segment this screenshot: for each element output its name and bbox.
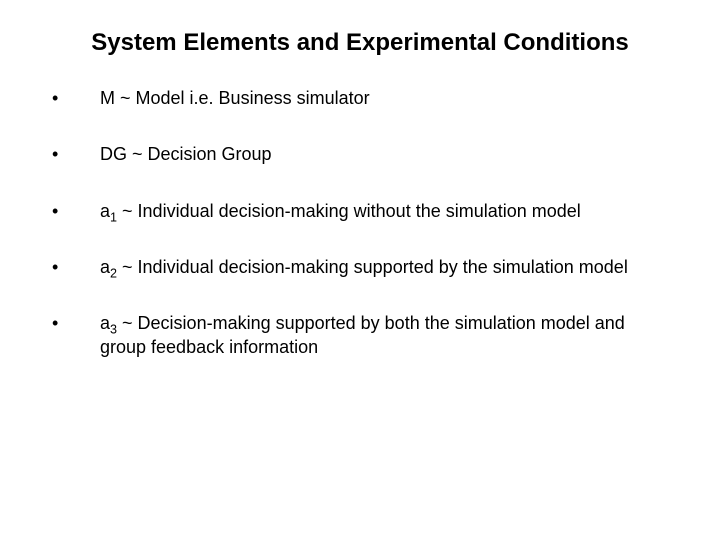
- list-item: a2 ~ Individual decision-making supporte…: [48, 255, 672, 279]
- list-item: M ~ Model i.e. Business simulator: [48, 86, 672, 110]
- slide-title: System Elements and Experimental Conditi…: [48, 28, 672, 58]
- list-item: a1 ~ Individual decision-making without …: [48, 199, 672, 223]
- item-post: ~ Individual decision-making supported b…: [117, 257, 628, 277]
- item-pre: DG ~ Decision Group: [100, 144, 272, 164]
- item-post: ~ Decision-making supported by both the …: [100, 313, 625, 357]
- bullet-list: M ~ Model i.e. Business simulator DG ~ D…: [48, 86, 672, 360]
- item-pre: M ~ Model i.e. Business simulator: [100, 88, 370, 108]
- list-item: a3 ~ Decision-making supported by both t…: [48, 311, 672, 360]
- item-sub: 2: [110, 266, 117, 280]
- item-post: ~ Individual decision-making without the…: [117, 201, 581, 221]
- list-item: DG ~ Decision Group: [48, 142, 672, 166]
- item-pre: a: [100, 313, 110, 333]
- item-sub: 1: [110, 210, 117, 224]
- slide: System Elements and Experimental Conditi…: [0, 0, 720, 540]
- item-sub: 3: [110, 323, 117, 337]
- item-pre: a: [100, 201, 110, 221]
- item-pre: a: [100, 257, 110, 277]
